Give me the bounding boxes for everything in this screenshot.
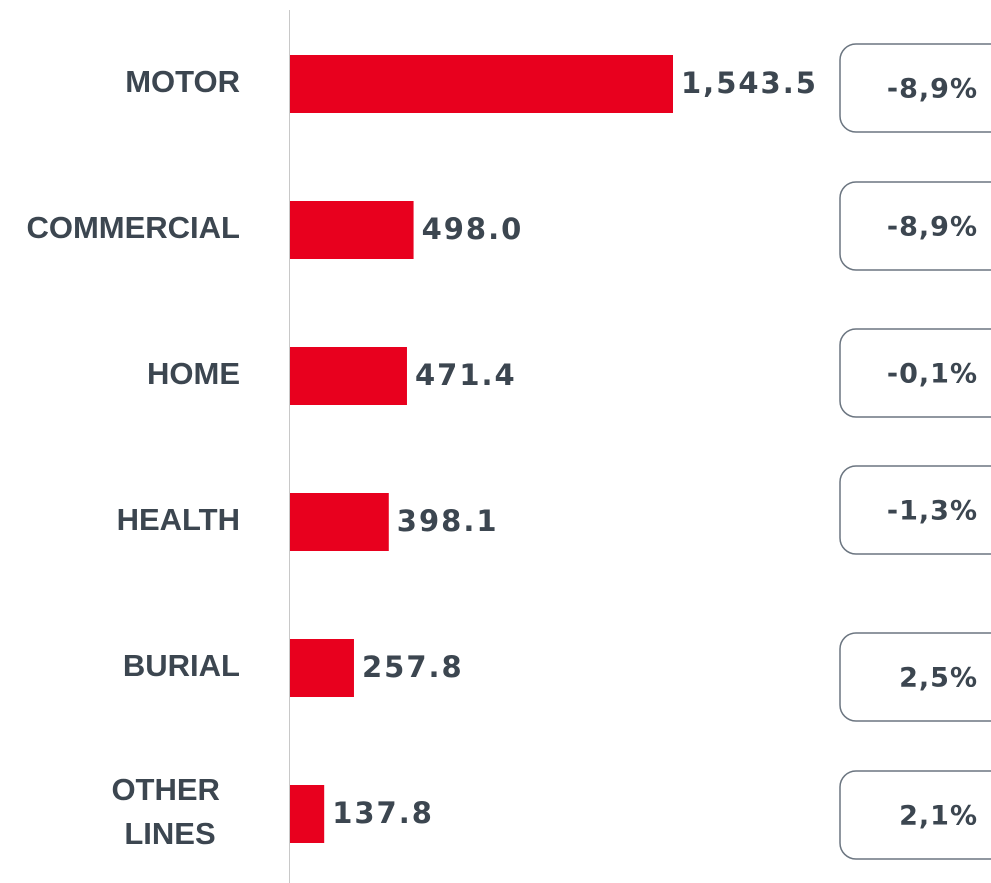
value-label: 498.0 [422,212,524,246]
change-box [839,328,991,418]
bar [290,493,389,551]
change-box [839,465,991,555]
category-label: BURIAL [123,648,240,683]
category-label: HOME [147,356,240,391]
change-box [839,770,991,860]
bar [290,639,354,697]
bar [290,347,407,405]
value-label: 398.1 [397,504,499,538]
category-label: COMMERCIAL [26,210,240,245]
change-label: 2,1% [899,801,978,832]
value-label: 1,543.5 [681,66,818,100]
change-label: -0,1% [887,359,978,390]
change-box [839,181,991,271]
value-label: 137.8 [332,796,434,830]
bar [290,201,414,259]
change-label: -8,9% [887,74,978,105]
category-label: HEALTH [117,502,240,537]
change-label: -8,9% [887,212,978,243]
bar [290,55,673,113]
value-label: 471.4 [415,358,517,392]
change-label: 2,5% [899,663,978,694]
value-label: 257.8 [362,650,464,684]
category-label: MOTOR [125,64,240,99]
change-box [839,632,991,722]
category-label: OTHER LINES [111,772,228,851]
change-label: -1,3% [887,496,978,527]
change-box [839,43,991,133]
bar [290,785,325,843]
